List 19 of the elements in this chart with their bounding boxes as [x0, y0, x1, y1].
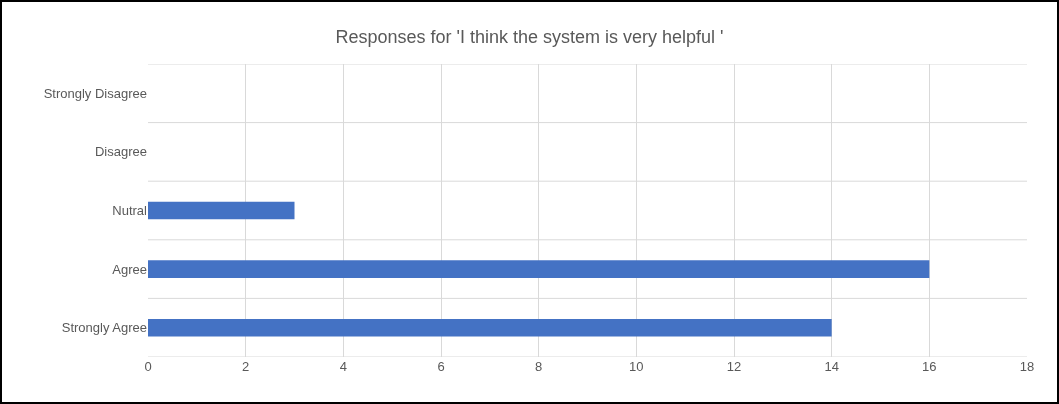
- x-tick-label: 0: [144, 359, 152, 374]
- x-tick-label: 16: [922, 359, 937, 374]
- x-tick-label: 8: [535, 359, 543, 374]
- x-tick-label: 6: [437, 359, 445, 374]
- x-tick-label: 2: [242, 359, 250, 374]
- chart-title: Responses for 'I think the system is very helpful ': [335, 26, 724, 47]
- y-tick-label: Strongly Disagree: [43, 85, 147, 101]
- y-tick-label: Strongly Agree: [61, 320, 147, 336]
- y-tick-label: Disagree: [94, 144, 147, 160]
- bar: [148, 201, 295, 220]
- bar: [148, 318, 832, 337]
- y-tick-label: Nutral: [112, 203, 148, 219]
- x-tick-label: 18: [1019, 359, 1035, 374]
- y-tick-label: Agree: [112, 261, 147, 277]
- x-tick-label: 14: [824, 359, 839, 374]
- x-tick-label: 12: [726, 359, 742, 374]
- x-tick-label: 10: [629, 359, 644, 374]
- bar: [148, 260, 930, 278]
- x-tick-label: 4: [339, 359, 347, 374]
